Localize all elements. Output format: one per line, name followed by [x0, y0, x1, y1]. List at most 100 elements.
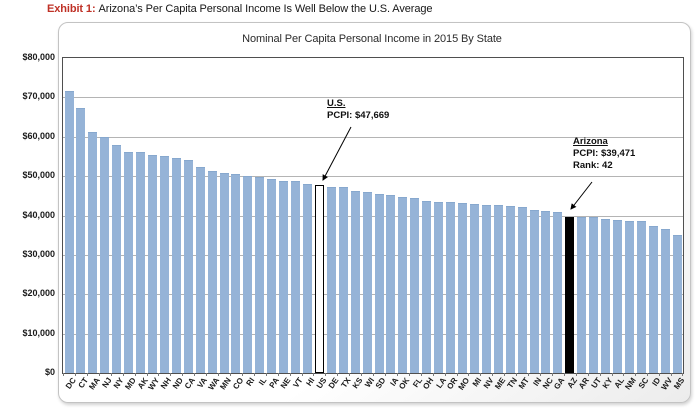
x-tick: [253, 373, 255, 376]
x-tick: [635, 373, 637, 376]
bar-NV: [481, 204, 491, 373]
x-tick: [384, 373, 386, 376]
x-tick: [373, 373, 374, 376]
arizona-annotation-rank: Rank: 42: [573, 160, 613, 171]
y-axis-tick-label: $20,000: [22, 288, 55, 299]
bar-TX: [338, 187, 348, 373]
x-tick: [396, 373, 398, 376]
bar-MO: [457, 203, 467, 373]
bar-KS: [350, 191, 360, 373]
bar-VT: [291, 180, 300, 373]
bar-FL: [410, 198, 420, 373]
bar-NH: [159, 156, 169, 373]
bar-NY: [112, 144, 122, 373]
bar-ME: [493, 205, 503, 373]
x-tick: [623, 373, 625, 376]
gridline: [63, 294, 683, 296]
bar-ND: [171, 157, 181, 373]
x-tick: [659, 373, 661, 376]
x-tick: [289, 373, 291, 376]
exhibit-label: Exhibit 1:: [47, 3, 96, 15]
x-tick: [575, 373, 577, 376]
bar-WA: [207, 170, 217, 373]
x-tick: [528, 373, 529, 376]
x-tick: [63, 373, 64, 376]
bar-WY: [147, 155, 157, 373]
bar-NJ: [100, 136, 110, 373]
arizona-annotation: Arizona PCPI: $39,471 Rank: 42: [573, 136, 635, 172]
x-tick: [420, 373, 422, 376]
x-tick: [551, 373, 553, 376]
bar-HI: [302, 184, 312, 373]
bar-VA: [195, 166, 205, 373]
bar-PA: [267, 179, 277, 373]
bar-GA: [553, 212, 563, 373]
plot-area: [62, 57, 684, 376]
bar-RI: [243, 175, 253, 373]
bar-KY: [601, 218, 610, 373]
x-tick: [444, 373, 446, 376]
x-tick: [539, 373, 541, 376]
bar-MA: [88, 131, 98, 373]
bar-SD: [374, 193, 384, 373]
x-tick: [146, 373, 148, 376]
x-tick: [480, 373, 482, 376]
bar-NC: [541, 211, 551, 373]
y-axis-tick-label: $70,000: [22, 91, 55, 102]
x-tick: [516, 373, 518, 376]
bar-MI: [469, 203, 479, 373]
us-annotation-pcpi: PCPI: $47,669: [327, 110, 390, 121]
y-axis-tick-label: $80,000: [22, 52, 55, 62]
bar-TN: [505, 206, 515, 373]
x-tick: [671, 373, 673, 376]
bar-LA: [434, 201, 444, 373]
bar-DE: [326, 186, 336, 373]
x-tick: [122, 373, 124, 376]
us-annotation: U.S. PCPI: $47,669: [327, 98, 389, 122]
x-tick: [611, 373, 613, 376]
x-tick: [325, 373, 327, 376]
x-tick: [170, 373, 172, 376]
bar-OH: [422, 200, 432, 373]
bar-WV: [660, 229, 670, 373]
bar-MD: [124, 151, 134, 373]
x-tick: [206, 373, 208, 376]
bar-AL: [612, 219, 622, 373]
x-tick: [432, 373, 434, 376]
x-tick: [277, 373, 279, 376]
x-tick: [241, 373, 243, 376]
x-tick: [194, 373, 196, 376]
x-tick: [587, 373, 589, 376]
bar-NE: [279, 180, 289, 373]
x-tick: [86, 373, 88, 376]
x-tick: [563, 373, 565, 376]
bar-AK: [136, 151, 145, 373]
bar-IN: [529, 209, 539, 373]
x-tick: [349, 373, 351, 376]
bar-UT: [589, 217, 599, 373]
gridline: [63, 176, 683, 178]
arizona-annotation-pcpi: PCPI: $39,471: [573, 148, 636, 159]
x-tick: [361, 373, 363, 376]
exhibit-title: Arizona’s Per Capita Personal Income Is …: [98, 3, 433, 15]
x-tick: [468, 373, 470, 376]
x-tick: [265, 373, 267, 376]
x-tick: [158, 373, 160, 376]
bar-AZ: [565, 216, 575, 373]
bar-WI: [362, 192, 372, 373]
x-tick: [218, 373, 219, 376]
bar-ID: [648, 226, 658, 373]
y-axis-tick-label: $30,000: [22, 248, 55, 259]
x-tick: [408, 373, 410, 376]
x-tick: [182, 373, 184, 376]
x-tick: [599, 373, 601, 376]
gridline: [63, 333, 683, 335]
bar-CO: [231, 173, 241, 373]
x-tick: [98, 373, 100, 376]
bar-CA: [183, 160, 193, 373]
bar-OK: [398, 197, 408, 373]
x-tick: [110, 373, 112, 376]
bar-MS: [672, 235, 682, 373]
arizona-annotation-title: Arizona: [573, 136, 608, 147]
